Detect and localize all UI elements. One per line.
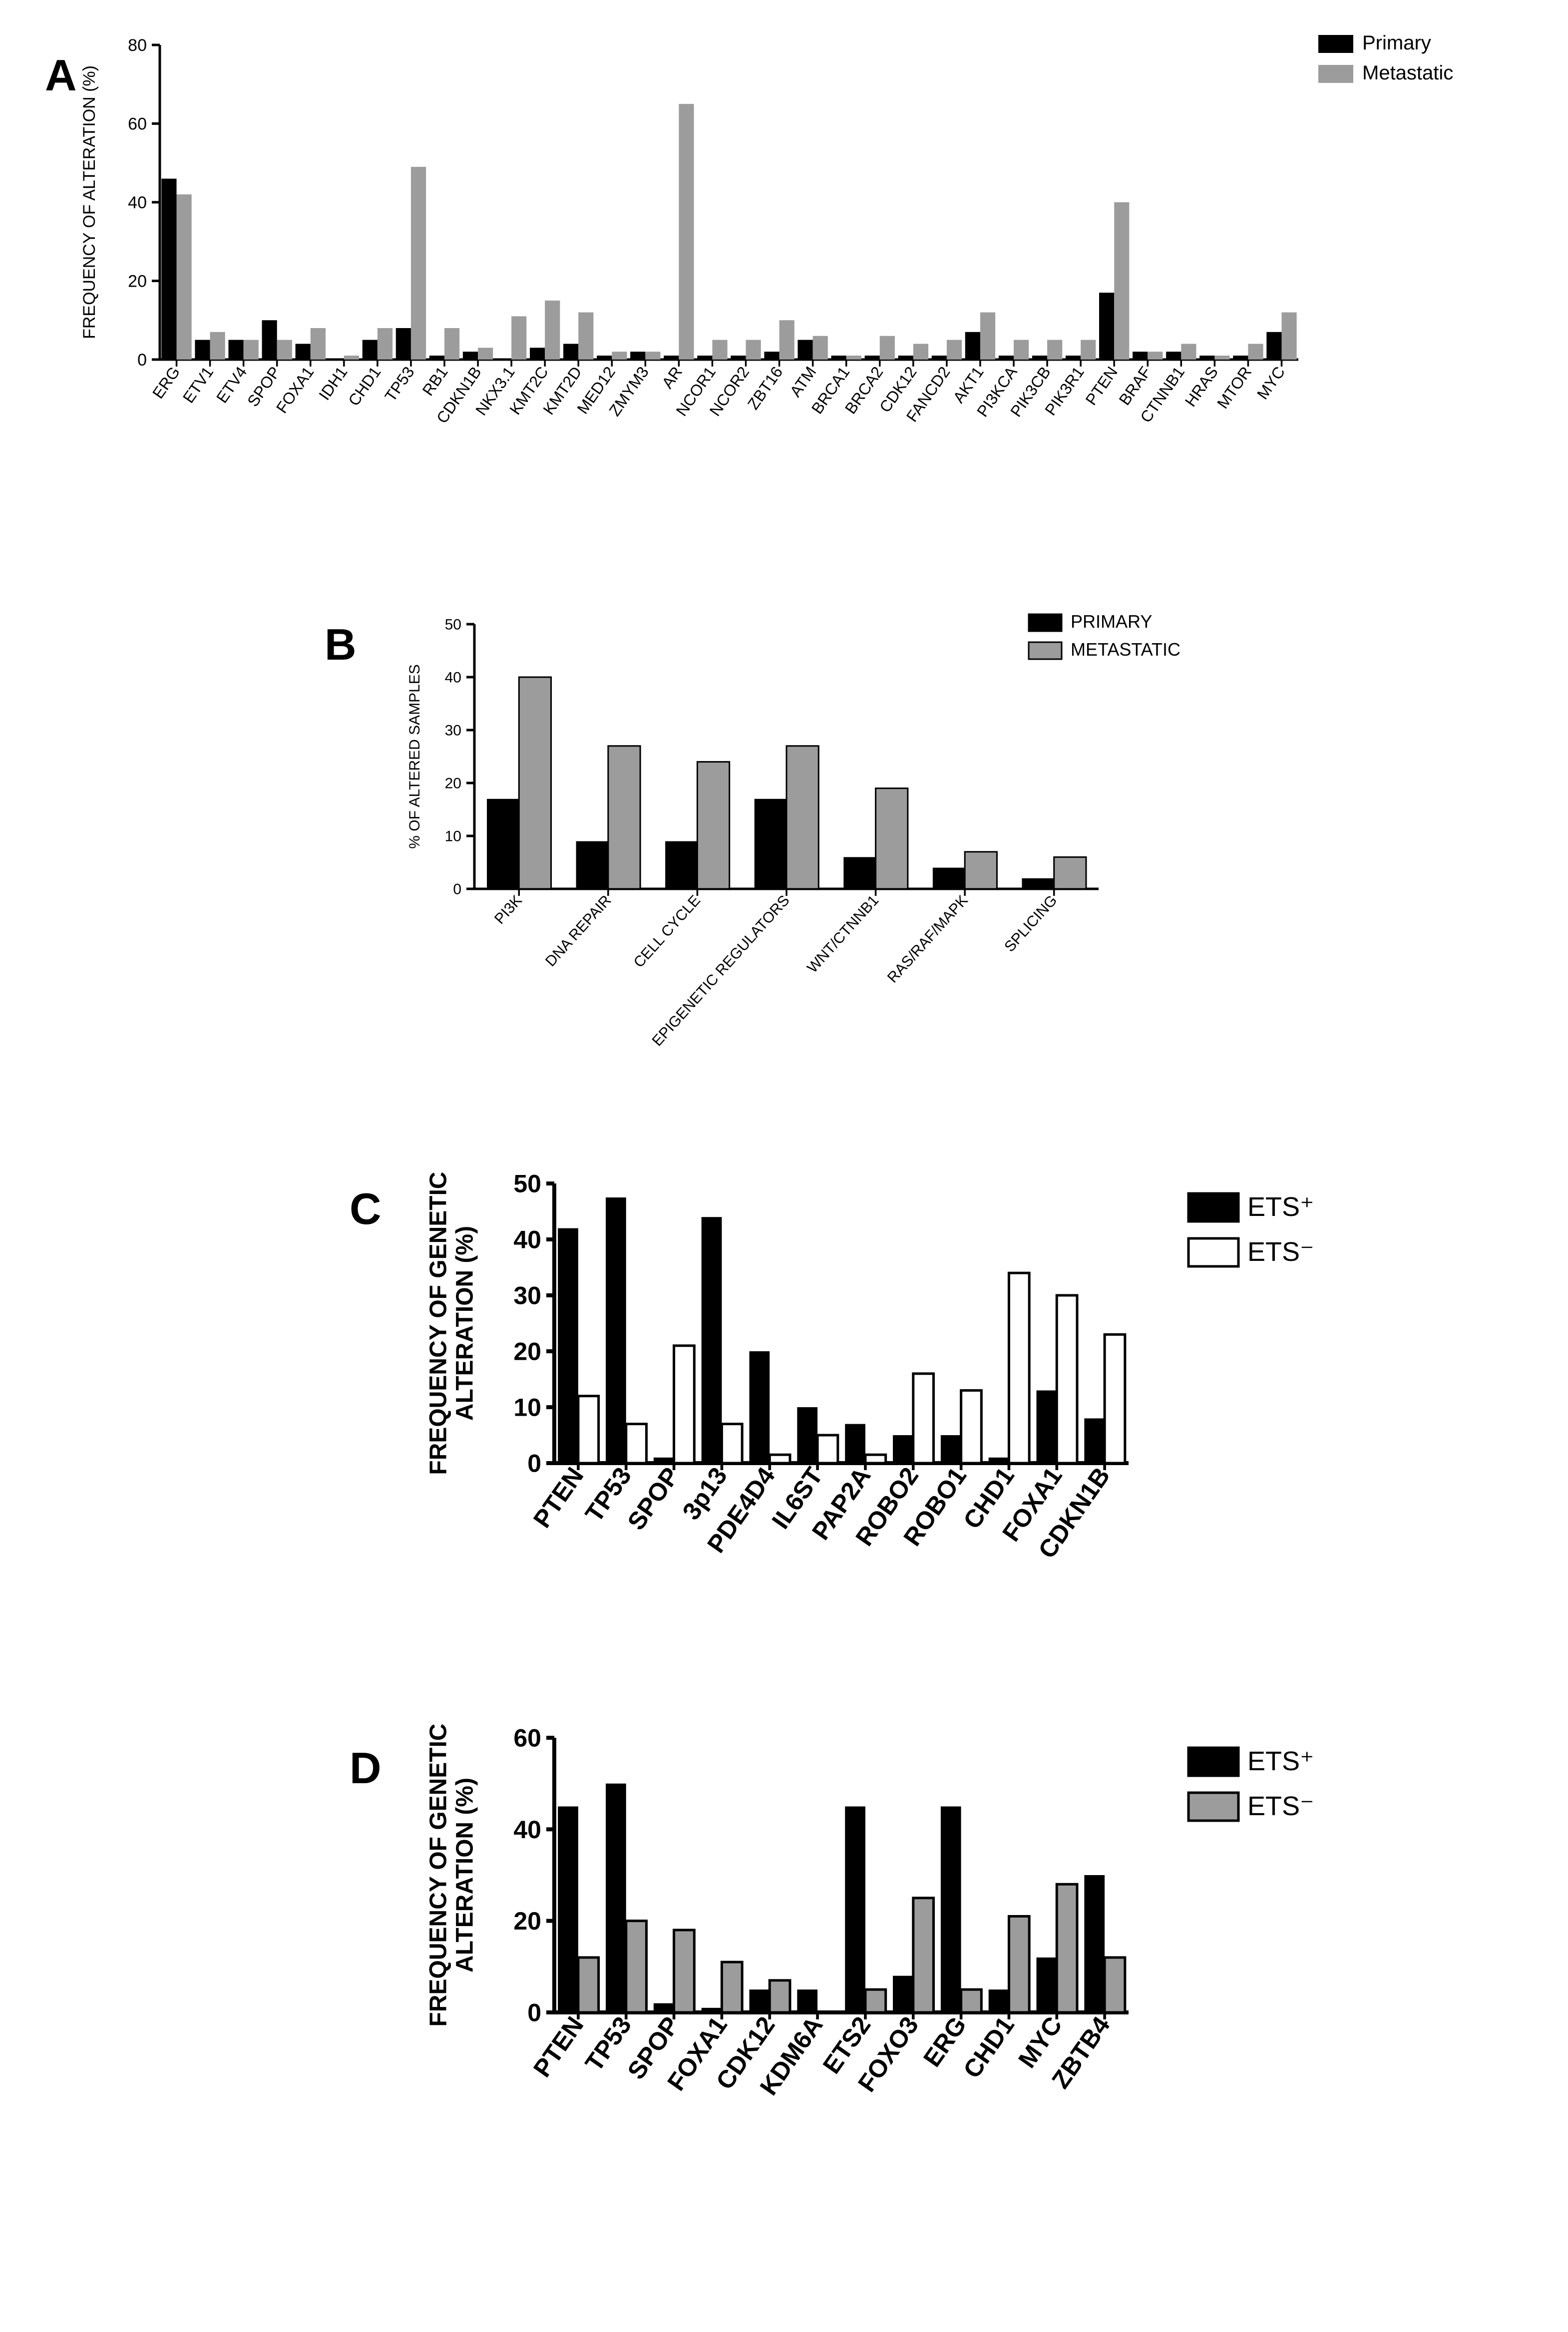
svg-text:60: 60 xyxy=(128,114,147,133)
panel-label-b: B xyxy=(325,619,357,670)
panel-c: C 0 10 20 30 40 50 FREQUENCY OF GENETICALTERAT… xyxy=(60,1154,1508,1613)
svg-text:40: 40 xyxy=(513,1816,541,1844)
panel-label-a: A xyxy=(45,50,77,101)
svg-text:% OF ALTERED SAMPLES: % OF ALTERED SAMPLES xyxy=(406,664,423,849)
svg-text:SPOP: SPOP xyxy=(622,1462,685,1535)
svg-text:MYC: MYC xyxy=(1253,363,1288,402)
svg-text:ETS⁺: ETS⁺ xyxy=(1247,1192,1314,1222)
svg-text:PI3K: PI3K xyxy=(491,892,525,927)
svg-text:40: 40 xyxy=(128,193,147,212)
svg-text:20: 20 xyxy=(128,272,147,291)
svg-text:TP53: TP53 xyxy=(381,363,417,404)
chart-d: 0 20 40 60 FREQUENCY OF GENETICALTERATION (%… xyxy=(60,1713,1508,2162)
svg-text:SPLICING: SPLICING xyxy=(1001,892,1060,955)
chart-b: 0 10 20 30 40 50 % OF ALTERED SAMPLES PI3K DNA R… xyxy=(60,594,1508,1054)
svg-text:20: 20 xyxy=(513,1338,541,1366)
svg-text:0: 0 xyxy=(453,881,461,898)
svg-text:WNT/CTNNB1: WNT/CTNNB1 xyxy=(804,892,882,976)
svg-text:80: 80 xyxy=(128,36,147,55)
svg-text:10: 10 xyxy=(513,1394,541,1422)
svg-text:RB1: RB1 xyxy=(419,363,451,399)
svg-text:FREQUENCY OF GENETIC: FREQUENCY OF GENETIC xyxy=(425,1171,452,1475)
svg-text:ZBT16: ZBT16 xyxy=(744,363,786,412)
svg-text:0: 0 xyxy=(527,1450,541,1478)
svg-text:METASTATIC: METASTATIC xyxy=(1071,639,1180,660)
svg-text:PTEN: PTEN xyxy=(1082,363,1121,408)
svg-text:RAS/RAF/MAPK: RAS/RAF/MAPK xyxy=(884,892,971,986)
svg-text:40: 40 xyxy=(513,1226,541,1254)
svg-text:ETS⁺: ETS⁺ xyxy=(1247,1746,1314,1776)
panel-label-d: D xyxy=(350,1743,382,1794)
figure-page: A 0 20 40 60 80 FREQUENCY OF ALTERATION (%) ER… xyxy=(0,0,1568,2322)
svg-text:ETS⁻: ETS⁻ xyxy=(1247,1237,1314,1267)
svg-text:CHD1: CHD1 xyxy=(958,2011,1020,2083)
chart-c: 0 10 20 30 40 50 FREQUENCY OF GENETICALTERATIO… xyxy=(60,1154,1508,1613)
svg-text:AR: AR xyxy=(658,363,686,391)
svg-text:FREQUENCY OF GENETIC: FREQUENCY OF GENETIC xyxy=(425,1723,452,2026)
panel-label-c: C xyxy=(350,1183,382,1234)
panel-d: D 0 20 40 60 FREQUENCY OF GENETICALTERATION … xyxy=(60,1713,1508,2162)
svg-text:10: 10 xyxy=(445,828,461,845)
svg-text:DNA REPAIR: DNA REPAIR xyxy=(542,892,615,970)
chart-a: 0 20 40 60 80 FREQUENCY OF ALTERATION (%) ERGE… xyxy=(60,30,1508,494)
svg-text:50: 50 xyxy=(513,1170,541,1198)
svg-text:30: 30 xyxy=(445,723,461,739)
svg-text:CELL CYCLE: CELL CYCLE xyxy=(631,892,704,971)
svg-text:FREQUENCY OF ALTERATION (%): FREQUENCY OF ALTERATION (%) xyxy=(80,65,99,339)
svg-text:ALTERATION (%): ALTERATION (%) xyxy=(451,1226,478,1421)
svg-text:40: 40 xyxy=(445,670,461,686)
svg-text:20: 20 xyxy=(513,1907,541,1935)
svg-text:ETV1: ETV1 xyxy=(179,363,217,406)
svg-text:PRIMARY: PRIMARY xyxy=(1071,611,1152,632)
svg-text:0: 0 xyxy=(527,1999,541,2027)
svg-text:CHD1: CHD1 xyxy=(345,363,384,409)
svg-text:ALTERATION (%): ALTERATION (%) xyxy=(451,1778,478,1972)
svg-text:0: 0 xyxy=(137,351,147,370)
svg-text:60: 60 xyxy=(513,1724,541,1752)
svg-text:MTOR: MTOR xyxy=(1213,363,1255,411)
panel-a: A 020406080FREQUENCY OF ALTERATION (%)ER… xyxy=(60,30,1508,494)
svg-text:Metastatic: Metastatic xyxy=(1362,62,1453,84)
svg-text:30: 30 xyxy=(513,1282,541,1310)
panel-b: B 0 10 20 30 40 50 % OF ALTERED SAMPLES PI3K DNA… xyxy=(60,594,1508,1054)
svg-text:Primary: Primary xyxy=(1362,32,1431,54)
svg-text:ETS⁻: ETS⁻ xyxy=(1247,1791,1314,1821)
svg-text:20: 20 xyxy=(445,776,461,792)
svg-text:ERG: ERG xyxy=(149,363,183,401)
svg-text:ATM: ATM xyxy=(786,363,820,400)
svg-text:50: 50 xyxy=(445,617,461,633)
